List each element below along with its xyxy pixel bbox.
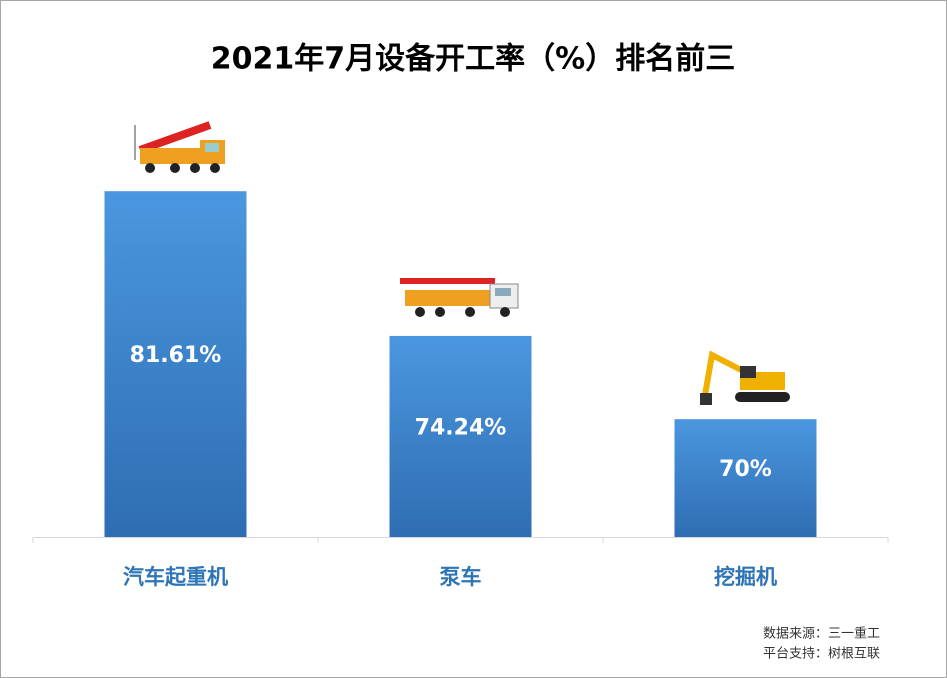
x-tick-label: 挖掘机	[714, 565, 777, 589]
excavator-icon	[700, 350, 790, 405]
pump-truck-icon	[400, 278, 519, 317]
chart-title: 2021年7月设备开工率（%）排名前三	[211, 42, 735, 77]
value-label: 74.24%	[415, 415, 507, 440]
bar	[104, 191, 247, 537]
bar	[674, 419, 817, 537]
source-note: 数据来源：三一重工	[763, 626, 880, 642]
bar	[389, 335, 532, 537]
value-label: 81.61%	[130, 343, 222, 368]
x-tick-label: 汽车起重机	[123, 565, 228, 589]
platform-note: 平台支持：树根互联	[763, 647, 880, 662]
x-tick-label: 泵车	[440, 565, 482, 589]
crane-icon	[134, 121, 225, 173]
value-label: 70%	[719, 457, 772, 482]
